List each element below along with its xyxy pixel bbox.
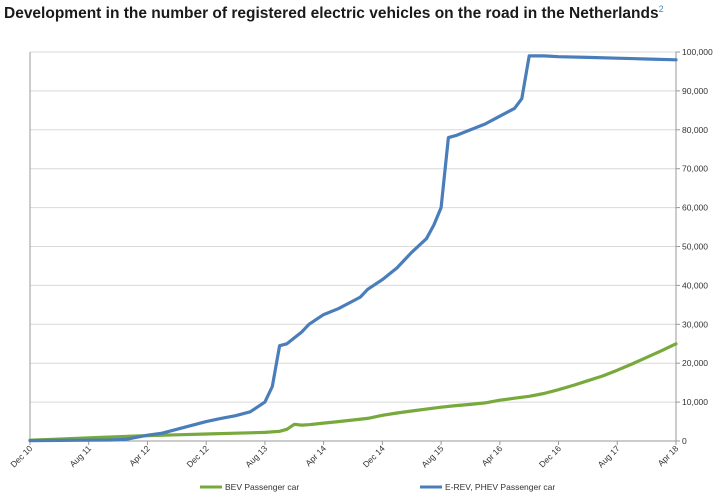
chart-title-text: Development in the number of registered …: [4, 5, 659, 23]
y-tick-label: 20,000: [682, 358, 708, 368]
y-tick-label: 40,000: [682, 280, 708, 290]
y-tick-label: 0: [682, 436, 687, 446]
x-tick-label: Aug 15: [419, 443, 445, 469]
x-tick-label: Apr 12: [127, 443, 152, 468]
series-line-bev: [28, 342, 678, 442]
x-tick-label: Dec 12: [184, 443, 210, 469]
x-tick-label: Aug 17: [596, 443, 622, 469]
y-tick-label: 50,000: [682, 242, 708, 252]
x-axis-ticks: Dec 10 Aug 11 Apr 12 Dec 12 Aug 13 Apr 14 Dec …: [8, 441, 681, 469]
y-tick-label: 90,000: [682, 86, 708, 96]
y-tick-label: 30,000: [682, 319, 708, 329]
series-line-phev: [28, 54, 678, 443]
x-tick-label: Aug 13: [243, 443, 269, 469]
y-tick-label: 70,000: [682, 164, 708, 174]
y-tick-label: 80,000: [682, 125, 708, 135]
legend-label: E-REV, PHEV Passenger car: [445, 482, 555, 492]
y-tick-label: 100,000: [682, 47, 713, 57]
legend-label: BEV Passenger car: [225, 482, 299, 492]
x-tick-label: Apr 14: [303, 443, 328, 468]
chart-title: Development in the number of registered …: [4, 4, 664, 23]
series-lines: [28, 54, 678, 443]
x-tick-label: Apr 18: [656, 443, 681, 468]
x-tick-label: Aug 11: [67, 443, 93, 469]
y-tick-label: 60,000: [682, 203, 708, 213]
x-tick-label: Dec 16: [537, 443, 563, 469]
x-tick-label: Apr 16: [479, 443, 504, 468]
x-tick-label: Dec 10: [8, 443, 34, 469]
x-tick-label: Dec 14: [361, 443, 387, 469]
y-axis-ticks: 0 10,000 20,000 30,000 40,000 50,000 60,000 70,…: [676, 47, 713, 446]
y-tick-label: 10,000: [682, 397, 708, 407]
title-footnote-marker: 2: [658, 4, 664, 14]
legend: BEV Passenger car E-REV, PHEV Passenger c…: [200, 482, 555, 492]
gridlines: [30, 51, 676, 403]
